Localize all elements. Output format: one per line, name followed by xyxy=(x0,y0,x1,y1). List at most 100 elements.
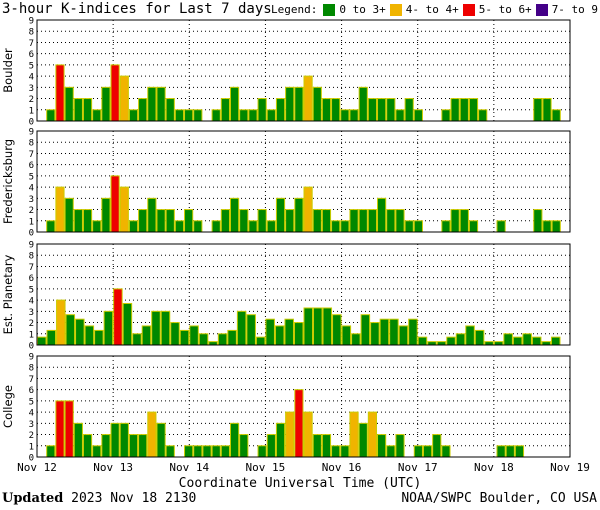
legend-text: 4- to 4+ xyxy=(405,3,459,16)
k-index-bar xyxy=(360,314,371,346)
y-tick-label: 0 xyxy=(29,118,34,128)
k-index-bar xyxy=(341,325,352,346)
y-tick-label: 2 xyxy=(29,206,34,216)
k-index-bar xyxy=(160,310,171,346)
k-index-bar xyxy=(331,220,341,233)
k-index-bar xyxy=(459,98,469,122)
y-tick-label: 1 xyxy=(29,442,34,452)
k-index-bar xyxy=(349,109,359,122)
k-index-bar xyxy=(550,336,561,346)
y-tick-label: 3 xyxy=(29,420,34,430)
y-tick-label: 1 xyxy=(29,217,34,227)
k-index-bar xyxy=(331,98,341,122)
k-index-bar xyxy=(229,86,240,122)
k-index-bar xyxy=(37,336,47,346)
k-index-bar xyxy=(285,411,295,458)
y-tick-label: 3 xyxy=(29,308,34,318)
k-index-bar xyxy=(436,341,447,346)
k-index-bar xyxy=(239,434,249,458)
k-index-bar xyxy=(141,325,152,346)
k-index-bar xyxy=(248,220,258,233)
k-index-chart: 0123456789Boulder0123456789Fredericksbur… xyxy=(1,17,590,475)
k-index-bar xyxy=(193,220,203,233)
k-index-bar xyxy=(503,333,513,346)
k-index-bar xyxy=(514,445,525,458)
k-index-bar xyxy=(184,109,194,122)
y-tick-label: 9 xyxy=(29,353,34,363)
k-index-bar xyxy=(119,422,129,458)
y-tick-label: 1 xyxy=(29,330,34,340)
y-tick-label: 4 xyxy=(29,184,34,194)
y-tick-label: 9 xyxy=(29,17,34,27)
k-index-bar xyxy=(358,86,368,122)
k-index-bar xyxy=(395,434,405,458)
k-index-bar xyxy=(367,98,378,122)
k-index-bar xyxy=(340,109,350,122)
k-index-bar xyxy=(395,209,405,233)
k-index-bar xyxy=(441,445,451,458)
x-tick-label: Nov 15 xyxy=(246,461,286,474)
y-tick-label: 6 xyxy=(29,161,34,171)
k-index-bar xyxy=(92,445,102,458)
legend-label: Legend: xyxy=(271,3,318,16)
k-index-bar xyxy=(303,75,313,122)
y-tick-label: 5 xyxy=(29,172,34,182)
k-index-bar xyxy=(512,336,523,346)
page-title: 3-hour K-indices for Last 7 days xyxy=(2,1,272,17)
panel-frame xyxy=(36,243,571,346)
y-tick-label: 6 xyxy=(29,50,34,60)
k-index-bar xyxy=(542,220,552,233)
panel-frame xyxy=(36,130,571,233)
k-index-bar xyxy=(404,220,414,233)
k-index-bar xyxy=(312,86,322,122)
k-index-bar xyxy=(404,98,414,122)
x-tick-label: Nov 19 xyxy=(550,461,590,474)
y-tick-label: 0 xyxy=(29,229,34,239)
k-index-bar xyxy=(367,411,378,458)
k-index-bar xyxy=(284,318,294,346)
k-index-bar xyxy=(147,411,157,458)
k-index-bar xyxy=(294,197,304,233)
k-index-bar xyxy=(533,98,543,122)
k-index-bar xyxy=(441,220,451,233)
k-index-bar xyxy=(64,400,74,458)
k-index-bar xyxy=(132,333,142,346)
panel-frame xyxy=(36,355,571,458)
k-index-bar xyxy=(496,220,506,233)
k-index-bar xyxy=(128,109,139,122)
k-index-bar xyxy=(220,445,230,458)
k-index-bar xyxy=(73,422,83,458)
k-index-bar xyxy=(217,333,228,346)
y-tick-label: 8 xyxy=(29,252,34,262)
y-tick-label: 8 xyxy=(29,364,34,374)
legend-item-active: 4- to 4+ xyxy=(389,3,459,16)
k-index-bar xyxy=(55,64,65,122)
legend-swatch-yellow xyxy=(389,3,402,16)
k-index-bar xyxy=(198,333,209,346)
y-tick-label: 4 xyxy=(29,409,34,419)
k-index-bar xyxy=(408,318,418,346)
updated-label: Updated xyxy=(2,491,64,506)
k-index-bar xyxy=(82,434,93,458)
k-index-bar xyxy=(422,445,433,458)
k-index-bar xyxy=(211,445,221,458)
k-index-bar xyxy=(505,445,515,458)
k-index-bar xyxy=(386,209,396,233)
k-index-bar xyxy=(208,341,218,346)
k-index-bar xyxy=(379,318,390,346)
k-index-bar xyxy=(110,422,120,458)
k-index-bar xyxy=(55,186,65,233)
k-index-bar xyxy=(413,220,423,233)
y-tick-label: 7 xyxy=(29,375,34,385)
k-index-bar xyxy=(465,325,475,346)
k-index-bar xyxy=(349,411,359,458)
k-index-bar xyxy=(303,307,314,346)
y-tick-label: 8 xyxy=(29,139,34,149)
k-index-bar xyxy=(165,445,175,458)
k-index-bar xyxy=(266,109,276,122)
k-index-bar xyxy=(202,445,212,458)
k-index-bar xyxy=(239,209,249,233)
k-index-bar xyxy=(257,445,267,458)
k-index-bar xyxy=(377,98,387,122)
